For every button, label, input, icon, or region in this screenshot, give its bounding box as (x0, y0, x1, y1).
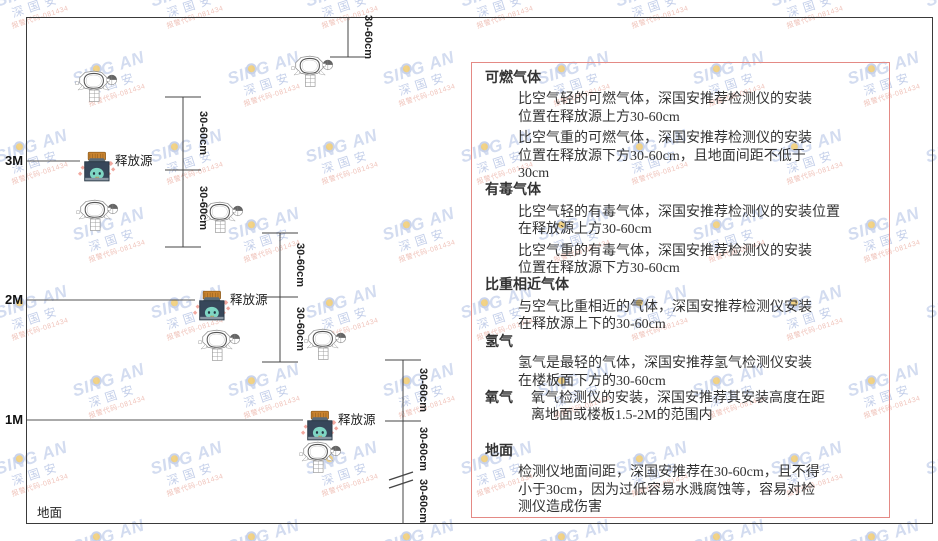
svg-text:30-60cm: 30-60cm (417, 479, 429, 523)
svg-text:30-60cm: 30-60cm (362, 15, 374, 59)
svg-text:1M: 1M (5, 412, 23, 427)
svg-text:30-60cm: 30-60cm (197, 186, 209, 230)
svg-text:3M: 3M (5, 153, 23, 168)
svg-text:地面: 地面 (37, 506, 62, 520)
svg-text:30-60cm: 30-60cm (417, 427, 429, 471)
svg-text:30-60cm: 30-60cm (294, 307, 306, 351)
svg-text:30-60cm: 30-60cm (294, 243, 306, 287)
svg-text:释放源: 释放源 (230, 292, 268, 307)
svg-text:释放源: 释放源 (115, 153, 153, 168)
svg-text:2M: 2M (5, 292, 23, 307)
svg-text:30-60cm: 30-60cm (197, 111, 209, 155)
svg-text:30-60cm: 30-60cm (417, 368, 429, 412)
svg-text:释放源: 释放源 (338, 412, 376, 427)
